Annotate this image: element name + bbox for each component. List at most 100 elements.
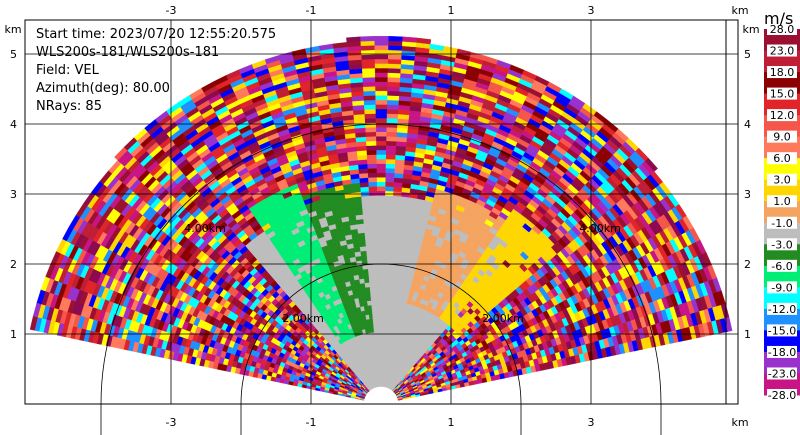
velocity-cell <box>360 45 376 51</box>
velocity-cell <box>379 327 383 333</box>
velocity-cell <box>386 122 398 128</box>
velocity-cell <box>384 231 392 237</box>
velocity-cell <box>378 249 385 255</box>
velocity-cell <box>375 104 388 110</box>
velocity-cell <box>385 195 394 201</box>
velocity-cell <box>382 318 387 324</box>
velocity-cell <box>388 36 404 42</box>
velocity-cell <box>377 213 386 219</box>
velocity-cell <box>387 63 402 69</box>
velocity-cell <box>394 255 402 261</box>
velocity-cell <box>366 250 373 256</box>
velocity-cell <box>392 195 402 202</box>
velocity-cell <box>362 204 371 211</box>
velocity-cell <box>374 336 378 342</box>
velocity-cell <box>363 95 376 101</box>
velocity-cell <box>384 217 393 224</box>
velocity-cell <box>383 268 390 274</box>
velocity-cell <box>392 204 401 211</box>
velocity-cell <box>385 186 395 192</box>
velocity-cell <box>383 281 389 287</box>
velocity-cell <box>387 281 394 288</box>
velocity-cell <box>363 222 372 229</box>
velocity-cell <box>377 217 386 223</box>
velocity-cell <box>365 240 373 247</box>
velocity-cell <box>374 40 389 46</box>
velocity-cell <box>386 295 392 301</box>
velocity-cell <box>387 95 400 101</box>
velocity-cell <box>378 299 384 305</box>
velocity-cell <box>377 336 381 342</box>
velocity-cell <box>377 208 386 214</box>
velocity-cell <box>368 272 375 279</box>
velocity-cell <box>376 149 387 155</box>
velocity-cell <box>363 86 376 92</box>
velocity-cell <box>377 222 386 228</box>
velocity-cell <box>385 172 395 178</box>
velocity-cell <box>371 245 379 251</box>
velocity-cell <box>378 286 384 292</box>
velocity-cell <box>371 304 376 310</box>
velocity-cell <box>375 126 388 132</box>
velocity-cell <box>368 186 378 192</box>
velocity-cell <box>382 299 388 305</box>
velocity-cell <box>369 208 378 215</box>
velocity-cell <box>392 209 401 215</box>
velocity-cell <box>378 295 384 301</box>
velocity-cell <box>362 67 376 74</box>
velocity-cell <box>361 195 370 202</box>
velocity-cell <box>369 204 378 210</box>
velocity-cell <box>367 300 372 306</box>
velocity-cell <box>382 308 387 315</box>
velocity-cell <box>376 136 387 142</box>
velocity-cell <box>373 322 377 328</box>
velocity-cell <box>377 349 381 355</box>
velocity-cell <box>364 282 371 288</box>
velocity-cell <box>388 272 395 279</box>
velocity-cell <box>361 54 376 60</box>
velocity-cell <box>375 86 388 92</box>
velocity-cell <box>364 108 377 115</box>
velocity-cell <box>360 35 375 42</box>
velocity-cell <box>383 272 389 278</box>
velocity-cell <box>378 272 384 278</box>
velocity-cell <box>379 318 384 324</box>
velocity-cell <box>374 295 380 301</box>
velocity-cell <box>377 340 381 346</box>
velocity-cell <box>376 154 387 160</box>
velocity-cell <box>392 282 398 288</box>
velocity-cell <box>402 36 418 43</box>
velocity-cell <box>379 322 383 328</box>
velocity-cell <box>375 108 388 114</box>
velocity-cell <box>373 268 379 274</box>
velocity-cell <box>392 277 399 284</box>
velocity-cell <box>391 286 398 293</box>
velocity-cell <box>364 277 370 284</box>
velocity-cell <box>362 76 376 83</box>
velocity-cell <box>392 200 402 206</box>
velocity-cell <box>388 277 394 283</box>
velocity-cell <box>386 117 399 124</box>
velocity-cell <box>375 90 388 96</box>
velocity-cell <box>391 227 399 233</box>
velocity-cell <box>361 291 367 298</box>
velocity-cell <box>387 81 401 87</box>
velocity-cell <box>388 54 402 60</box>
velocity-cell <box>389 245 397 251</box>
velocity-cell <box>390 236 398 242</box>
velocity-cell <box>377 199 386 205</box>
velocity-cell <box>359 177 369 183</box>
velocity-cell <box>376 322 380 328</box>
velocity-cell <box>366 140 377 146</box>
velocity-cell <box>376 167 387 173</box>
velocity-cell <box>359 245 367 252</box>
velocity-cell <box>383 286 389 292</box>
velocity-cell <box>374 290 380 296</box>
velocity-cell <box>388 268 395 274</box>
velocity-cell <box>375 72 389 78</box>
velocity-cell <box>393 186 403 193</box>
velocity-cell <box>368 309 373 315</box>
velocity-cell <box>363 218 372 224</box>
velocity-cell <box>386 149 397 156</box>
velocity-cell <box>363 90 376 96</box>
